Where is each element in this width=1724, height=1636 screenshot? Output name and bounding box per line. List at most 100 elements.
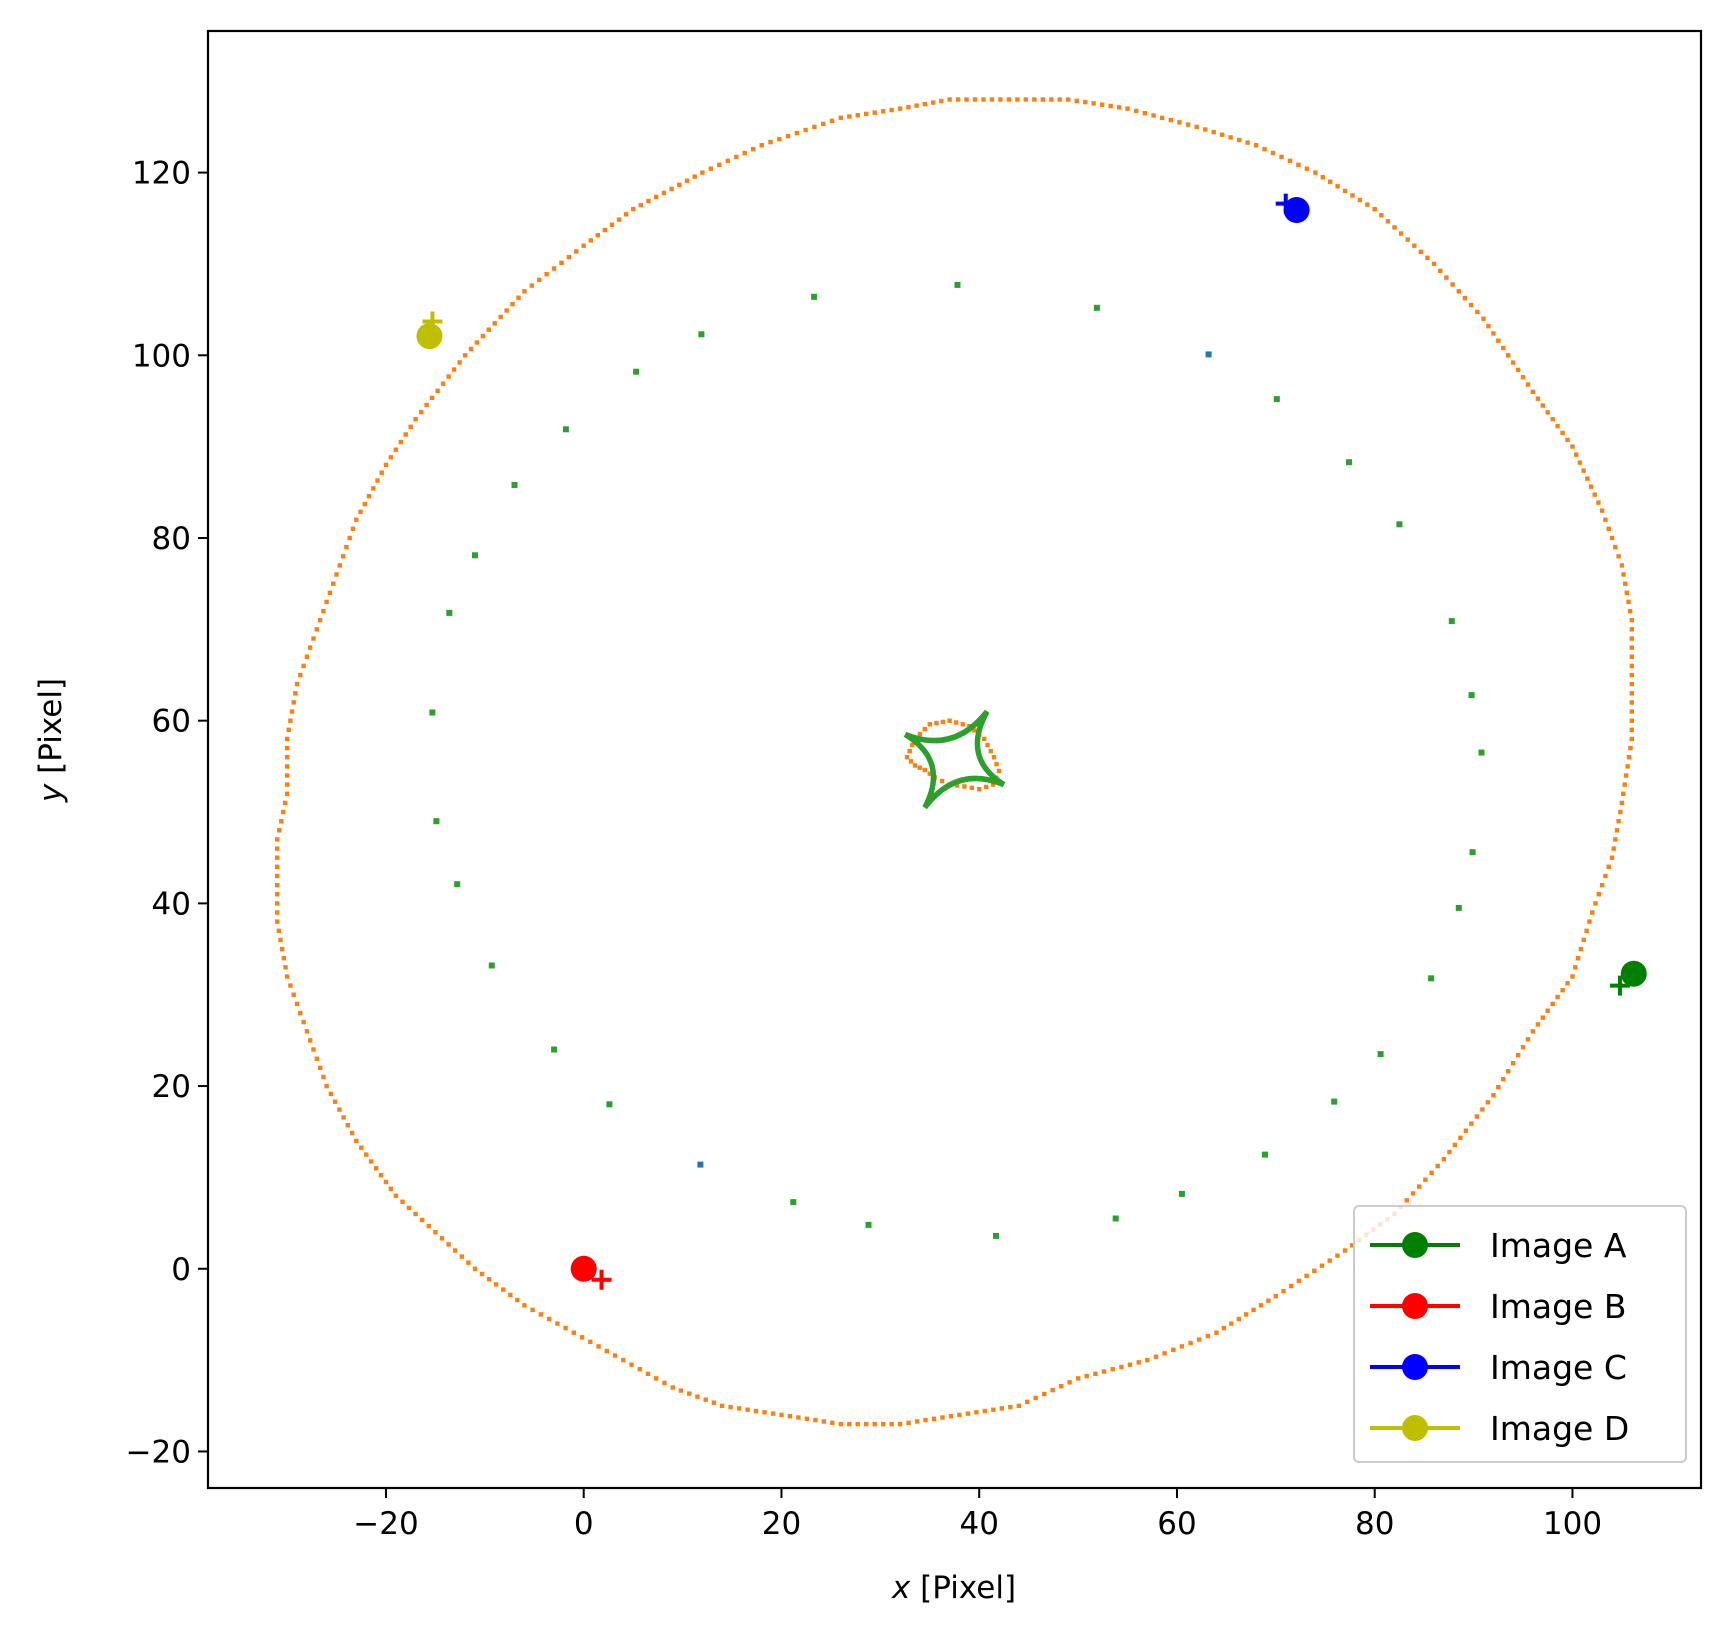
outer-curve-point xyxy=(982,1408,988,1414)
outer-curve-point xyxy=(1520,375,1526,380)
outer-curve-point xyxy=(332,1099,338,1104)
outer-curve-point xyxy=(1083,99,1088,105)
outer-curve-point xyxy=(383,1179,389,1185)
outer-curve-point xyxy=(375,478,380,483)
outer-curve-point xyxy=(1431,261,1437,267)
outer-curve-point xyxy=(1066,97,1071,102)
outer-curve-point xyxy=(796,1415,801,1420)
outer-curve-point xyxy=(821,121,826,127)
outer-curve-point xyxy=(373,1166,379,1171)
outer-curve-point xyxy=(508,1292,513,1298)
outer-curve-point xyxy=(830,1420,835,1425)
green-point xyxy=(454,881,461,888)
outer-curve-point xyxy=(1236,137,1242,143)
outer-curve-point xyxy=(1593,901,1598,906)
outer-curve-point xyxy=(1616,554,1621,559)
outer-curve-point xyxy=(1515,1053,1521,1058)
outer-curve-point xyxy=(1611,846,1616,851)
outer-curve-point xyxy=(1501,345,1506,351)
outer-curve-point xyxy=(1040,97,1045,102)
outer-curve-point xyxy=(1057,97,1062,102)
outer-curve-point xyxy=(803,127,808,133)
outer-curve-point xyxy=(1116,105,1122,110)
outer-curve-point xyxy=(1621,791,1626,796)
outer-curve-point xyxy=(947,97,952,102)
green-point xyxy=(1093,304,1100,311)
outer-curve-point xyxy=(418,409,424,415)
outer-curve-point xyxy=(344,544,349,550)
outer-curve-point xyxy=(999,1406,1004,1411)
outer-curve-point xyxy=(700,170,705,175)
outer-curve-point xyxy=(498,314,503,320)
outer-curve-point xyxy=(638,202,643,208)
outer-curve-point xyxy=(279,819,284,824)
outer-curve-point xyxy=(566,254,572,260)
outer-curve-point xyxy=(670,1385,675,1390)
outer-curve-point xyxy=(358,509,363,515)
outer-curve-point xyxy=(1520,1045,1526,1050)
outer-curve-point xyxy=(804,1416,810,1421)
image-d-markers xyxy=(416,311,443,350)
outer-curve-point xyxy=(530,1307,535,1313)
outer-curve-point xyxy=(1452,1142,1458,1148)
outer-curve-point xyxy=(563,1325,568,1331)
outer-curve-point xyxy=(881,109,886,114)
outer-curve-point xyxy=(522,289,527,294)
outer-curve-point xyxy=(981,97,986,102)
inner-curve-point xyxy=(927,771,932,776)
outer-curve-point xyxy=(711,1400,717,1405)
outer-curve-point xyxy=(872,110,877,115)
outer-curve-point xyxy=(288,718,293,723)
outer-curve-point xyxy=(275,919,280,924)
outer-curve-point xyxy=(1312,1268,1317,1273)
outer-curve-point xyxy=(538,1312,544,1317)
outer-curve-point xyxy=(1545,1008,1550,1013)
outer-curve-point xyxy=(378,1172,384,1178)
outer-curve-point xyxy=(474,340,480,345)
outer-curve-point xyxy=(1008,1404,1013,1410)
outer-curve-point xyxy=(1429,1170,1434,1175)
inner-curve-point xyxy=(953,720,959,725)
inner-curve-point xyxy=(908,759,914,764)
green-point xyxy=(446,609,453,616)
outer-curve-point xyxy=(284,782,290,787)
outer-curve-point xyxy=(364,1152,369,1157)
inner-curve-point xyxy=(994,761,999,767)
outer-curve-point xyxy=(753,1408,759,1414)
legend-label: Image B xyxy=(1490,1287,1626,1326)
outer-curve-point xyxy=(486,1277,492,1282)
outer-curve-point xyxy=(1205,1333,1211,1339)
outer-curve-point xyxy=(864,1421,869,1427)
outer-curve-point xyxy=(275,873,280,879)
outer-curve-point xyxy=(1444,275,1449,280)
outer-curve-point xyxy=(1171,1347,1176,1352)
legend-entry-image-b: Image B xyxy=(1370,1287,1626,1326)
outer-curve-point xyxy=(1417,1184,1422,1189)
outer-curve-point xyxy=(1629,645,1634,650)
outer-curve-point xyxy=(785,133,791,139)
outer-curve-point xyxy=(1596,892,1601,897)
image-b-markers xyxy=(570,1255,612,1290)
outer-curve-point xyxy=(393,1193,399,1198)
image-c-markers xyxy=(1275,193,1310,224)
outer-curve-point xyxy=(616,217,622,222)
outer-curve-point xyxy=(745,1407,750,1412)
outer-curve-point xyxy=(308,645,313,650)
outer-curve-point xyxy=(654,194,659,200)
outer-curve-point xyxy=(637,1367,642,1372)
inner-curve-point xyxy=(917,731,923,737)
outer-curve-point xyxy=(1142,111,1147,116)
y-tick-label: 80 xyxy=(152,521,191,557)
green-point xyxy=(1112,1215,1119,1222)
outer-curve-point xyxy=(1590,910,1595,915)
outer-critical-curve xyxy=(275,97,1634,1427)
outer-curve-point xyxy=(1084,1373,1089,1379)
green-point xyxy=(1455,904,1462,911)
outer-curve-point xyxy=(1119,1364,1124,1370)
green-point xyxy=(1468,692,1475,699)
green-point xyxy=(1273,396,1280,403)
outer-curve-point xyxy=(544,272,549,277)
x-tick-label: 60 xyxy=(1157,1506,1196,1542)
outer-curve-point xyxy=(838,115,843,120)
outer-curve-point xyxy=(602,227,608,233)
